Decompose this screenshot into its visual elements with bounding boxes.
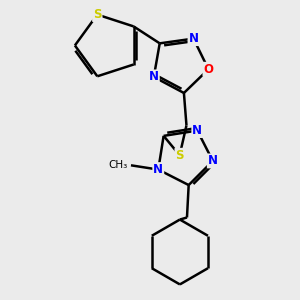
Text: N: N — [153, 163, 163, 176]
Text: CH₃: CH₃ — [108, 160, 128, 170]
Text: S: S — [176, 149, 184, 162]
Text: N: N — [188, 32, 199, 45]
Text: N: N — [192, 124, 202, 137]
Text: N: N — [208, 154, 218, 167]
Text: O: O — [203, 63, 213, 76]
Text: S: S — [93, 8, 102, 21]
Text: N: N — [149, 70, 159, 83]
